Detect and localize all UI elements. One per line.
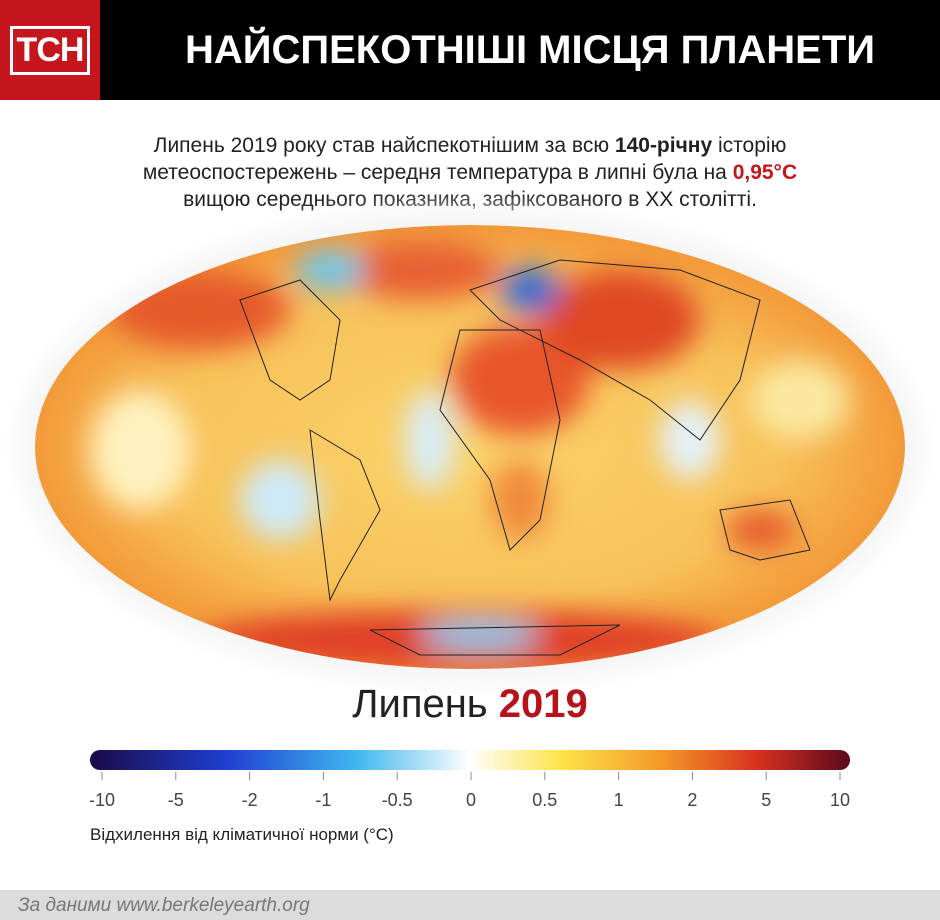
map-label: Липень 2019 <box>0 682 940 727</box>
map-label-month: Липень <box>352 682 488 726</box>
footer: За даними www.berkeleyearth.org <box>0 890 940 920</box>
intro-highlight: 0,95°C <box>732 161 798 184</box>
intro-text: Липень 2019 року став найспекотнішим за … <box>153 134 615 157</box>
colorbar-tick-label: -10 <box>89 790 115 810</box>
colorbar-tick-label: 1 <box>614 790 624 810</box>
colorbar-tick-label: -2 <box>242 790 258 810</box>
colorbar-tick-label: 0 <box>466 790 476 810</box>
map-label-year: 2019 <box>498 682 588 726</box>
coastlines <box>239 259 811 656</box>
header: ТСН НАЙСПЕКОТНІШІ МІСЦЯ ПЛАНЕТИ <box>0 0 940 100</box>
colorbar-tick-label: 0.5 <box>532 790 557 810</box>
intro-bold: 140-річну <box>614 134 713 157</box>
colorbar-tick-label: 2 <box>687 790 697 810</box>
colorbar-tick-label: -1 <box>315 790 331 810</box>
colorbar-tick-label: -5 <box>168 790 184 810</box>
colorbar-tick-label: 10 <box>830 790 850 810</box>
intro-text: метеоспостережень – середня температура … <box>142 161 733 184</box>
intro: Липень 2019 року став найспекотнішим за … <box>20 132 920 213</box>
source: За даними www.berkeleyearth.org <box>18 895 310 916</box>
intro-text: вищою середнього показника, зафіксованог… <box>183 188 757 211</box>
colorbar-tick-label: 5 <box>761 790 771 810</box>
intro-text: історію <box>712 134 787 157</box>
legend-caption: Відхилення від кліматичної норми (°C) <box>90 825 394 844</box>
colorbar <box>90 750 850 770</box>
logo: ТСН <box>0 0 100 100</box>
logo-text: ТСН <box>9 25 91 75</box>
colorbar-tick-label: -0.5 <box>382 790 413 810</box>
title: НАЙСПЕКОТНІШІ МІСЦЯ ПЛАНЕТИ <box>184 28 876 72</box>
map <box>35 225 905 669</box>
